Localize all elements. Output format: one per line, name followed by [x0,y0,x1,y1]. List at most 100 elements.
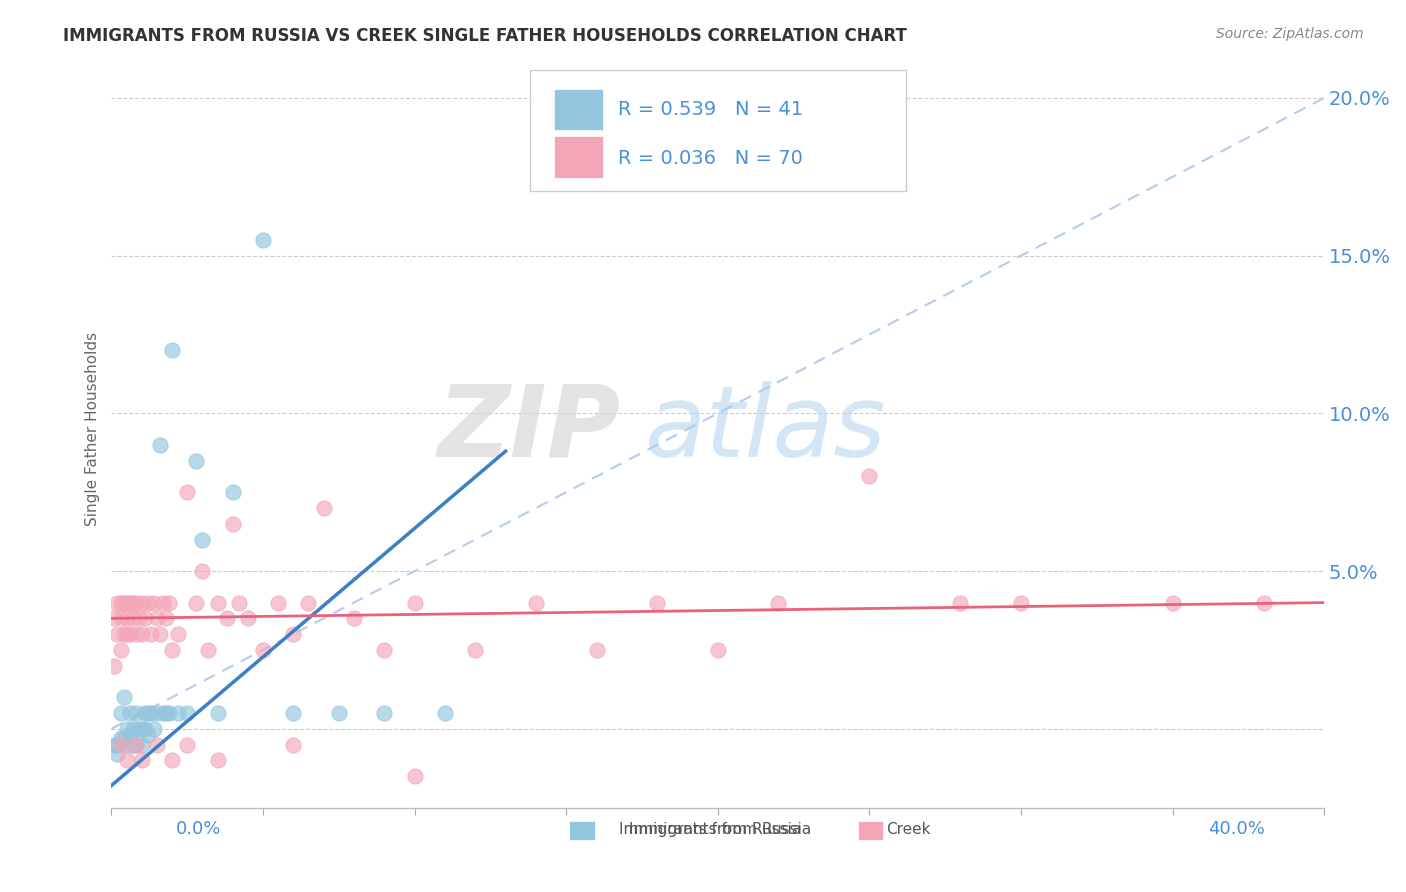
Point [252,233,274,247]
Point [115,753,138,767]
Point [221,516,243,531]
Point [186,596,208,610]
Point [197,643,219,657]
FancyBboxPatch shape [530,70,905,191]
Point [768,596,790,610]
Point [131,596,153,610]
Point [343,611,366,625]
Text: atlas: atlas [645,381,887,477]
Point [283,706,305,720]
Point [128,722,150,736]
Point [118,596,141,610]
Point [155,706,177,720]
Text: R = 0.539   N = 41: R = 0.539 N = 41 [619,100,804,120]
Point [283,738,305,752]
Point [207,596,229,610]
Point [112,596,135,610]
Point [121,722,143,736]
Point [152,596,174,610]
Point [110,706,132,720]
Point [110,611,132,625]
Point [176,706,198,720]
Point [107,627,129,641]
Point [142,596,165,610]
Point [464,643,486,657]
Point [118,728,141,742]
Point [118,627,141,641]
Point [149,627,172,641]
Point [131,753,153,767]
Point [236,611,259,625]
Point [103,658,125,673]
Point [373,706,395,720]
Point [124,596,146,610]
Point [124,738,146,752]
Point [1010,596,1032,610]
Point [157,706,180,720]
Text: R = 0.036   N = 70: R = 0.036 N = 70 [619,149,803,168]
Point [157,596,180,610]
Point [110,731,132,746]
Point [115,627,138,641]
Point [115,611,138,625]
Text: Immigrants from Russia: Immigrants from Russia [630,822,811,837]
Point [146,611,169,625]
Point [404,769,426,783]
Point [107,738,129,752]
Point [115,738,138,752]
Point [134,722,156,736]
Bar [554,136,603,178]
Point [707,643,730,657]
Point [167,627,190,641]
Text: IMMIGRANTS FROM RUSSIA VS CREEK SINGLE FATHER HOUSEHOLDS CORRELATION CHART: IMMIGRANTS FROM RUSSIA VS CREEK SINGLE F… [63,27,907,45]
Point [110,738,132,752]
Point [949,596,972,610]
Point [215,611,238,625]
Point [267,596,290,610]
Point [124,738,146,752]
Point [155,611,177,625]
Point [131,738,153,752]
Point [136,728,159,742]
Point [107,596,129,610]
Point [152,706,174,720]
Point [112,690,135,705]
Point [139,627,162,641]
Point [207,706,229,720]
Point [110,596,132,610]
Point [139,706,162,720]
Point [121,596,143,610]
Point [134,611,156,625]
Point [176,485,198,500]
Point [858,469,880,483]
Point [131,722,153,736]
Point [228,596,250,610]
Point [221,485,243,500]
Point [524,596,547,610]
Point [115,596,138,610]
Point [124,627,146,641]
Point [136,596,159,610]
Point [107,747,129,761]
Point [118,706,141,720]
Point [103,738,125,752]
Point [112,731,135,746]
Point [112,627,135,641]
Point [297,596,319,610]
Point [146,706,169,720]
Point [645,596,668,610]
Point [146,738,169,752]
Point [103,611,125,625]
Point [404,596,426,610]
Point [328,706,350,720]
Point [160,753,183,767]
Text: 0.0%: 0.0% [176,820,221,838]
Point [110,643,132,657]
Point [373,643,395,657]
Point [142,722,165,736]
Bar [554,88,603,130]
Point [191,564,214,578]
Text: Creek: Creek [886,822,931,837]
Y-axis label: Single Father Households: Single Father Households [86,332,100,526]
Point [252,643,274,657]
